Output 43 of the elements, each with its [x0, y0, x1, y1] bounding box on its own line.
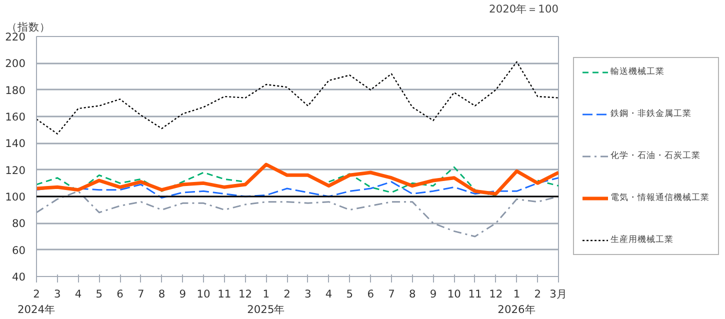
- x-tick-label: 8: [408, 288, 416, 300]
- legend-label: 化学・石油・石炭工業: [610, 150, 700, 162]
- x-tick-label: 9: [430, 288, 437, 300]
- x-tick-label: 10: [447, 288, 462, 300]
- y-tick-label: 160: [5, 110, 26, 124]
- x-tick-label: 7: [388, 288, 395, 300]
- y-tick-label: 220: [5, 30, 26, 44]
- y-tick-label: 60: [12, 244, 26, 257]
- x-tick-label: 3: [304, 288, 312, 300]
- x-tick-label: 12: [489, 288, 503, 300]
- legend-label: 輸送機械工業: [610, 66, 664, 78]
- x-tick-label: 2: [284, 288, 290, 300]
- x-tick-label: 3月: [550, 288, 568, 300]
- x-tick-label: 5: [346, 288, 354, 300]
- x-tick-label: 4: [74, 288, 82, 300]
- y-tick-label: 100: [5, 190, 26, 204]
- y-tick-label: 200: [5, 57, 26, 70]
- y-tick-label: 40: [12, 270, 26, 284]
- x-tick-label: 7: [138, 288, 144, 300]
- y-tick-label: 120: [5, 164, 26, 177]
- x-tick-label: 2 2024年: [17, 288, 56, 316]
- x-tick-label: 11: [468, 288, 482, 300]
- x-tick-label: 3: [54, 288, 61, 300]
- y-tick-label: 180: [5, 84, 26, 97]
- x-tick-label: 10: [196, 288, 211, 300]
- x-tick-label: 9: [179, 288, 186, 300]
- legend-label: 生産用機械工業: [610, 234, 674, 246]
- line-series: [36, 61, 558, 134]
- x-tick-label: 6: [116, 288, 124, 300]
- x-tick-label: 4: [325, 288, 332, 300]
- x-tick-label: 12: [238, 288, 252, 300]
- y-axis-title: （指数）: [6, 20, 50, 34]
- y-tick-label: 80: [12, 217, 26, 230]
- line-series: [36, 177, 558, 199]
- x-tick-label: 5: [96, 288, 103, 300]
- text: 2020年＝100: [489, 2, 559, 16]
- x-tick-label: 11: [218, 288, 232, 300]
- legend-label: 電気・情報通信機械工業: [610, 192, 710, 204]
- legend-label: 鉄鋼・非鉄金属工業: [610, 108, 692, 120]
- x-tick-label: 6: [367, 288, 374, 300]
- y-tick-label: 140: [5, 137, 26, 150]
- x-tick-label: 8: [158, 288, 166, 300]
- x-tick-label: 2: [534, 288, 542, 300]
